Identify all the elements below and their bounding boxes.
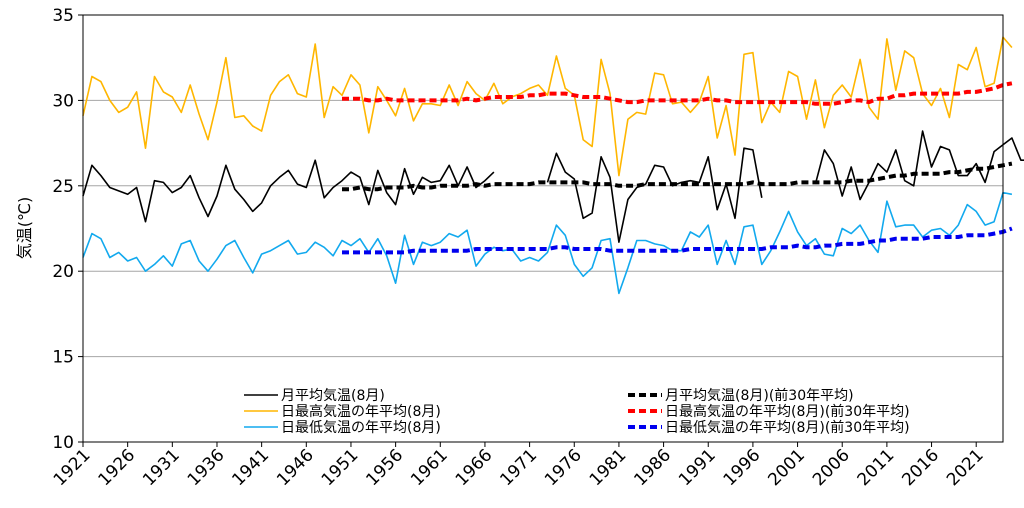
legend-label-5: 日最高気温の年平均(8月)(前30年平均) [665,403,910,420]
series-line-4 [342,161,1013,192]
x-tick-label: 1941 [228,445,273,490]
legend-label-4: 月平均気温(8月)(前30年平均) [665,387,854,404]
y-tick-label: 10 [52,433,74,453]
x-tick-label: 1961 [407,445,452,490]
x-tick-label: 1966 [452,445,497,490]
series-line-6 [342,226,1013,255]
x-tick-label: 1926 [94,445,139,490]
x-tick-label: 1946 [273,445,318,490]
x-tick-label: 1936 [184,445,229,490]
x-tick-label: 1991 [675,445,720,490]
legend: 月平均気温(8月)日最高気温の年平均(8月)日最低気温の年平均(8月) 月平均気温… [244,387,910,436]
x-tick-label: 1931 [139,445,184,490]
plot-area-frame [82,14,1004,443]
series-layer [82,36,1024,295]
legend-label-1: 月平均気温(8月) [281,388,385,404]
y-tick-label: 30 [52,91,74,111]
x-tick-label: 1971 [496,445,541,490]
x-tick-label: 2011 [854,445,899,490]
x-tick-label: 2021 [943,445,988,490]
x-tick-label: 2016 [898,445,943,490]
y-tick-label: 15 [52,348,74,368]
x-tick-label: 2006 [809,445,854,490]
x-axis-ticks: 1921 1926 1931 1936 1941 1946 1951 1956 1961 1966… [50,442,988,490]
series-line-2 [82,36,1013,177]
series-line-3 [82,191,1013,295]
x-tick-label: 1976 [541,445,586,490]
x-tick-label: 2001 [764,445,809,490]
y-axis-ticks: 10 15 20 25 30 35 [52,6,83,453]
x-tick-label: 1981 [586,445,631,490]
y-tick-label: 25 [52,177,74,197]
x-tick-label: 1951 [318,445,363,490]
series-line-5 [342,81,1013,106]
x-tick-label: 1996 [720,445,765,490]
y-axis-title: 気温(℃) [15,197,34,259]
legend-label-6: 日最低気温の年平均(8月)(前30年平均) [665,419,910,436]
x-tick-label: 1986 [630,445,675,490]
legend-label-3: 日最低気温の年平均(8月) [281,420,441,436]
y-tick-label: 20 [52,262,74,282]
y-tick-label: 35 [52,6,74,26]
x-tick-label: 1956 [362,445,407,490]
legend-label-2: 日最高気温の年平均(8月) [281,403,441,420]
